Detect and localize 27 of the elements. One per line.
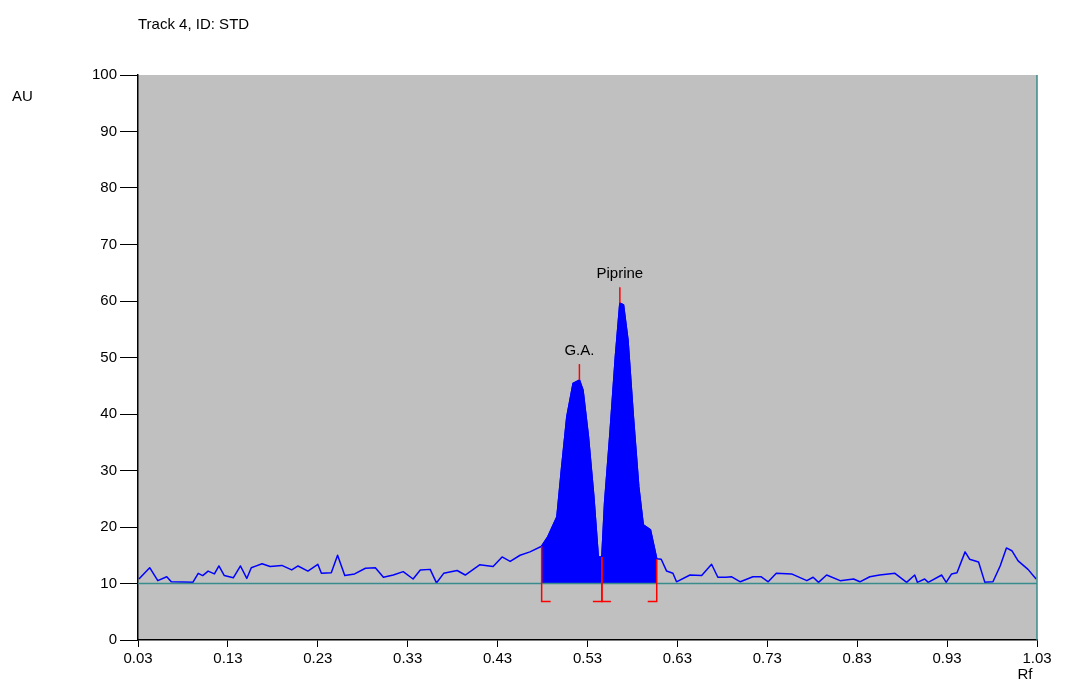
x-tick-label: 0.73 [752,649,782,667]
x-tick-label: 0.43 [483,649,513,667]
y-tick-label: 70 [100,234,117,252]
y-tick-label: 30 [100,460,117,478]
y-tick-label: 10 [100,573,117,591]
annotation: G.A. [564,340,595,358]
x-tick-label: 0.13 [213,649,243,667]
y-tick-label: 60 [100,291,117,309]
x-tick-label: 0.93 [932,649,962,667]
y-axis-title: AU [12,87,33,105]
y-tick-label: 20 [100,517,117,535]
y-tick-label: 50 [100,347,117,365]
x-tick-label: 0.63 [662,649,692,667]
x-axis-title: Rf [1017,664,1034,682]
x-tick-label: 0.33 [393,649,423,667]
chart-title: Track 4, ID: STD [138,15,250,33]
y-tick-label: 80 [100,178,117,196]
y-tick-label: 0 [108,630,117,648]
x-tick-label: 0.23 [303,649,333,667]
x-tick-label: 1.03 [1022,649,1052,667]
y-tick-label: 100 [91,65,117,83]
x-tick-label: 0.03 [123,649,153,667]
y-tick-label: 40 [100,404,117,422]
annotation: Piprine [596,263,644,281]
x-tick-label: 0.53 [572,649,603,667]
y-tick-label: 90 [100,121,117,139]
x-tick-label: 0.83 [842,649,872,667]
